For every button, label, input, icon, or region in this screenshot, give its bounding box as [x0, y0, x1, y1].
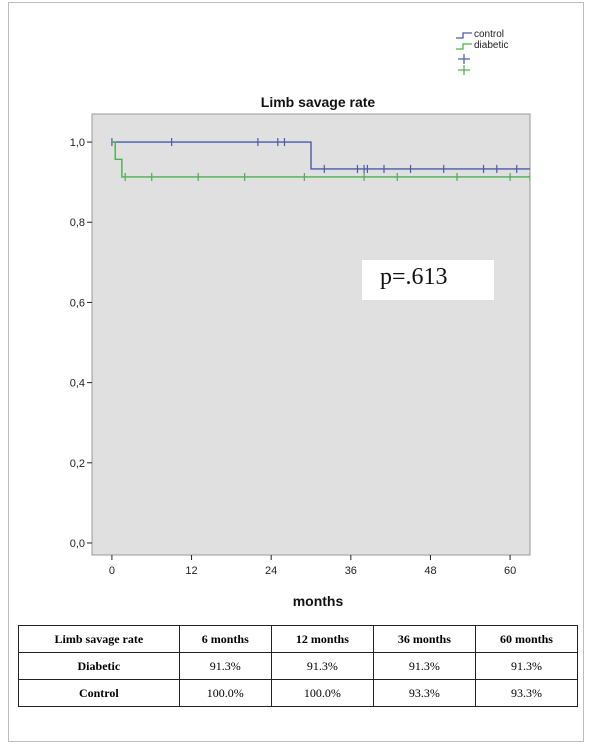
- x-tick-label: 36: [345, 565, 357, 577]
- legend-label: control: [474, 29, 504, 40]
- series-control: [111, 138, 530, 173]
- x-tick-label: 48: [424, 565, 436, 577]
- table-cell: 91.3%: [372, 652, 476, 680]
- km-chart: Limb savage rate 0,0 0,2 0,4 0,6 0,8 1,0 0 12 24…: [70, 29, 531, 609]
- summary-table: Limb savage rate 6 months 12 months 36 m…: [18, 625, 579, 707]
- legend-line-control: [456, 32, 472, 39]
- survival-line-control: [111, 141, 530, 170]
- table-header: 6 months: [178, 625, 272, 653]
- legend-label: diabetic: [474, 40, 508, 51]
- plot-background: [91, 113, 531, 556]
- table-cell: 100.0%: [270, 679, 374, 707]
- table-header: 60 months: [474, 625, 579, 653]
- p-value-annotation: p=.613: [362, 260, 494, 300]
- table-cell: 93.3%: [372, 679, 476, 707]
- series-layer: [111, 138, 530, 181]
- x-tick-label: 24: [265, 565, 277, 577]
- table-cell: 100.0%: [178, 679, 272, 707]
- chart-title: Limb savage rate: [261, 94, 376, 110]
- x-tick-label: 0: [109, 565, 115, 577]
- table-cell: 91.3%: [474, 652, 579, 680]
- y-tick-label: 0,6: [70, 297, 85, 309]
- series-diabetic: [111, 141, 530, 181]
- legend-line-diabetic: [456, 43, 472, 50]
- table-cell: 93.3%: [474, 679, 579, 707]
- table-header-row: Limb savage rate 6 months 12 months 36 m…: [18, 625, 579, 653]
- x-tick-label: 60: [504, 565, 516, 577]
- y-tick-label: 0,2: [70, 458, 85, 470]
- table-cell: 91.3%: [178, 652, 272, 680]
- axes: 0,0 0,2 0,4 0,6 0,8 1,0 0 12 24 36 48 60: [70, 137, 517, 577]
- row-label: Control: [18, 679, 180, 707]
- y-tick-label: 0,4: [70, 378, 85, 390]
- table-cell: 91.3%: [270, 652, 374, 680]
- table-header: 36 months: [372, 625, 476, 653]
- x-tick-label: 12: [185, 565, 197, 577]
- table-header: Limb savage rate: [18, 625, 180, 653]
- y-tick-label: 1,0: [70, 137, 85, 149]
- table-row: Diabetic 91.3% 91.3% 91.3% 91.3%: [18, 652, 579, 680]
- survival-line-diabetic: [111, 141, 530, 178]
- table-row: Control 100.0% 100.0% 93.3% 93.3%: [18, 679, 579, 707]
- x-axis-label: months: [293, 593, 344, 609]
- table-header: 12 months: [270, 625, 374, 653]
- row-label: Diabetic: [18, 652, 180, 680]
- y-tick-label: 0,8: [70, 217, 85, 229]
- y-tick-label: 0,0: [70, 538, 85, 550]
